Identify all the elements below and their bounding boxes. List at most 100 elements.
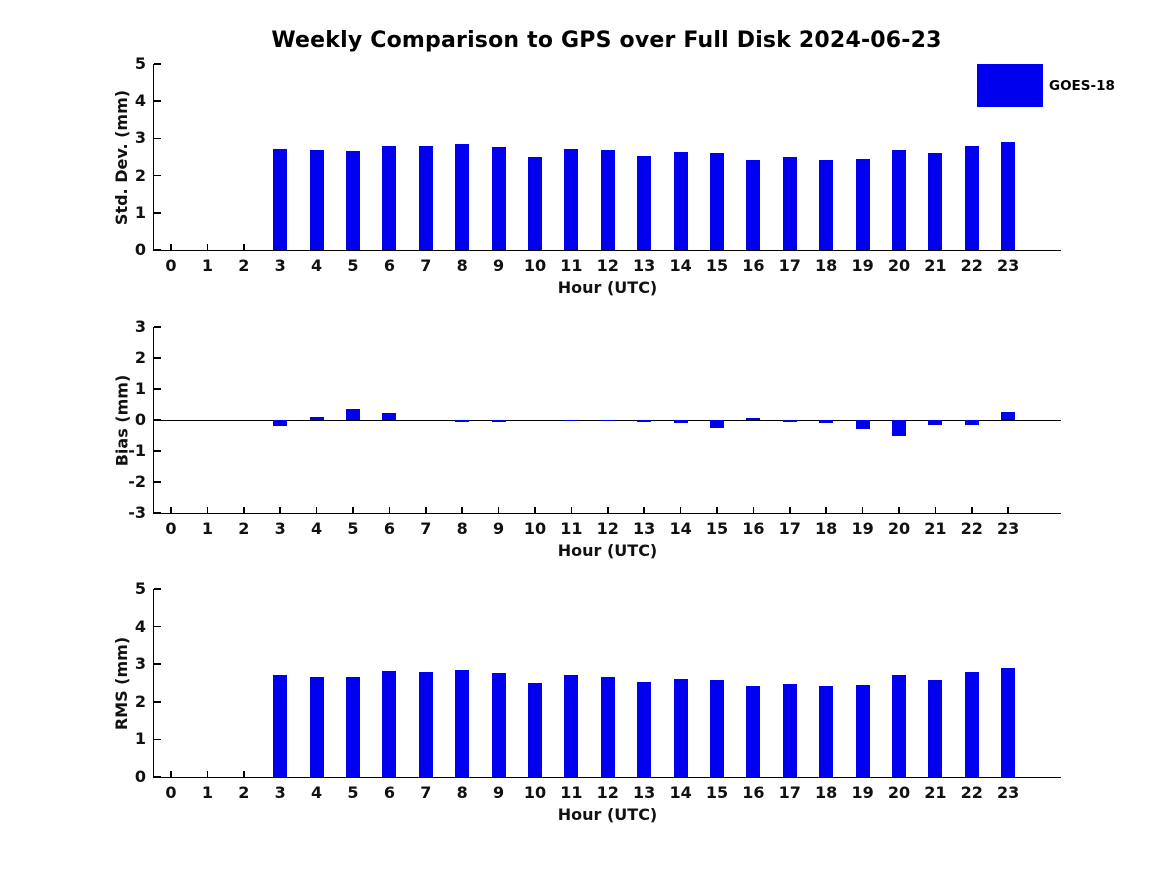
bar-hour-20: [892, 150, 906, 250]
bar-hour-10: [528, 683, 542, 777]
y-tick-label: 5: [134, 579, 146, 598]
x-tick-label: 17: [778, 519, 801, 538]
x-tick-label: 7: [420, 783, 432, 802]
x-tick-label: 12: [596, 256, 619, 275]
x-tick-label: 1: [201, 519, 213, 538]
x-tick-label: 10: [523, 783, 547, 802]
y-tick-label: 1: [134, 202, 146, 222]
bar-hour-14: [673, 679, 688, 777]
bar-hour-8: [455, 420, 470, 422]
x-tick-mark: [170, 771, 172, 777]
x-tick-label: 5: [347, 256, 359, 275]
bar-hour-18: [819, 686, 834, 777]
bar-hour-23: [1001, 141, 1016, 250]
x-tick-label: 19: [851, 519, 874, 538]
bar-hour-15: [710, 420, 724, 428]
x-tick-label: 6: [383, 256, 395, 275]
x-tick-label: 19: [851, 256, 874, 275]
bar-hour-3: [273, 675, 288, 777]
x-tick-label: 21: [924, 519, 947, 538]
bar-hour-11: [564, 420, 579, 422]
x-tick-label: 8: [456, 783, 468, 802]
y-tick-mark: [154, 326, 161, 328]
bar-hour-12: [600, 149, 615, 250]
bar-hour-18: [819, 420, 834, 424]
bar-hour-12: [600, 676, 615, 777]
x-tick-label: 2: [238, 256, 250, 275]
y-tick-mark: [154, 512, 161, 514]
subplot-rms: RMS (mm) Hour (UTC) 0 1 2 3 4 5 0 1 2 3 4 5 6 7 8 9 10 11…: [113, 580, 1061, 824]
x-tick-mark: [243, 507, 245, 513]
bar-hour-16: [746, 418, 761, 420]
y-tick-mark: [154, 137, 161, 140]
x-tick-label: 12: [596, 783, 619, 802]
y-tick-mark: [154, 388, 161, 390]
x-tick-mark: [352, 507, 354, 513]
bar-hour-17: [782, 684, 797, 777]
x-tick-mark: [534, 507, 536, 513]
x-tick-label: 13: [633, 256, 656, 275]
x-tick-label: 22: [960, 256, 983, 275]
x-tick-mark: [243, 244, 245, 250]
x-tick-label: 15: [705, 783, 729, 802]
bar-hour-19: [855, 685, 870, 777]
x-tick-mark: [934, 507, 937, 513]
y-tick-mark: [154, 174, 161, 177]
y-tick-label: 0: [134, 240, 146, 259]
x-tick-label: 23: [997, 256, 1020, 275]
y-tick-label: 1: [134, 379, 146, 398]
subplot-bias: Bias (mm) Hour (UTC) -3 -2 -1 0 1 2 3 0 1 2 3 4 5 6 7 8…: [113, 318, 1061, 560]
bar-hour-9: [491, 146, 506, 250]
x-tick-label: 23: [997, 783, 1020, 802]
bar-hour-8: [455, 669, 470, 777]
bar-hour-10: [528, 156, 542, 250]
y-tick-mark: [154, 212, 161, 214]
y-tick-mark: [154, 100, 161, 102]
x-tick-label: 6: [383, 519, 395, 538]
bar-hour-3: [273, 420, 288, 427]
x-tick-mark: [461, 507, 463, 513]
bar-hour-21: [928, 420, 943, 425]
y-tick-mark: [154, 481, 161, 483]
x-tick-label: 9: [493, 519, 505, 538]
x-tick-label: 15: [705, 256, 729, 275]
bar-hour-3: [273, 149, 288, 250]
bar-hour-23: [1001, 668, 1016, 777]
x-tick-label: 7: [420, 519, 432, 538]
x-tick-label: 17: [778, 256, 801, 275]
x-tick-label: 11: [560, 519, 583, 538]
bar-hour-6: [382, 413, 397, 420]
bar-hour-4: [309, 149, 324, 250]
bar-hour-20: [892, 675, 906, 777]
x-tick-mark: [898, 507, 900, 513]
bar-hour-14: [673, 420, 688, 424]
x-tick-label: 8: [456, 519, 468, 538]
x-tick-mark: [206, 771, 209, 777]
x-tick-label: 1: [201, 783, 213, 802]
y-tick-label: 2: [134, 165, 146, 185]
x-tick-label: 5: [347, 519, 359, 538]
bar-hour-21: [928, 680, 943, 777]
x-tick-mark: [716, 507, 718, 513]
x-tick-mark: [861, 507, 864, 513]
x-tick-mark: [206, 507, 209, 513]
x-tick-mark: [170, 507, 172, 513]
x-tick-label: 18: [815, 783, 838, 802]
x-tick-label: 3: [274, 256, 286, 275]
bar-hour-15: [710, 153, 724, 250]
bar-hour-5: [346, 409, 360, 420]
y-tick-mark: [154, 738, 161, 741]
bar-hour-17: [782, 157, 797, 250]
y-tick-mark: [154, 663, 161, 665]
bar-hour-14: [673, 152, 688, 250]
bar-hour-11: [564, 675, 579, 777]
x-tick-label: 16: [742, 519, 765, 538]
bar-hour-22: [964, 145, 979, 250]
x-tick-label: 17: [778, 783, 801, 802]
x-tick-mark: [279, 507, 281, 513]
bar-hour-4: [309, 676, 324, 777]
bar-hour-13: [637, 155, 652, 250]
x-tick-label: 15: [705, 519, 729, 538]
y-tick-mark: [154, 249, 161, 251]
bar-hour-9: [491, 673, 506, 777]
